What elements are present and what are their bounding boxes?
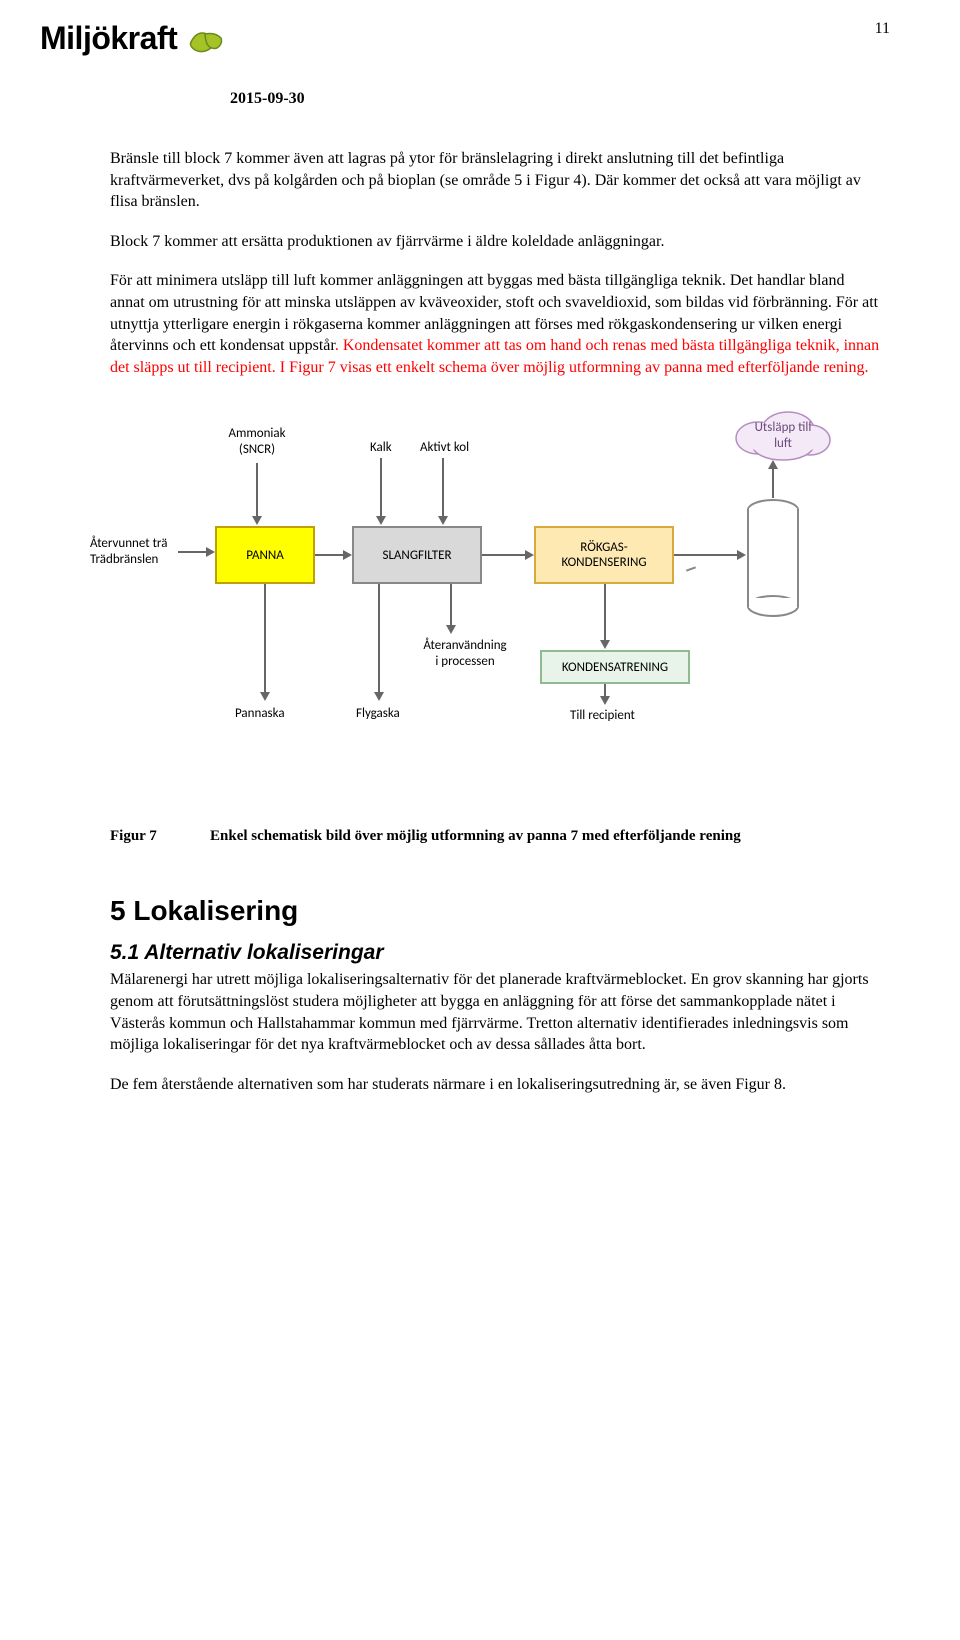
paragraph-4: Mälarenergi har utrett möjliga lokaliser… [110,969,880,1055]
body-text: Bränsle till block 7 kommer även att lag… [110,148,880,378]
logo: Miljökraft [40,20,225,57]
heading-5-1: 5.1 Alternativ lokaliseringar [110,941,880,965]
leaf-icon [185,24,225,54]
document-date: 2015-09-30 [230,90,880,108]
cloud-label: Utsläpp tillluft [748,420,818,451]
paragraph-2: Block 7 kommer att ersätta produktionen … [110,231,880,253]
tick-mark [686,567,696,572]
logo-text: Miljökraft [40,20,177,57]
heading-5: 5 Lokalisering [110,895,880,927]
page-number: 11 [875,20,890,38]
label-aktivt-kol: Aktivt kol [420,440,469,456]
caption-label: Figur 7 [110,828,210,845]
paragraph-1: Bränsle till block 7 kommer även att lag… [110,148,880,213]
label-till-recipient: Till recipient [570,708,635,724]
paragraph-5: De fem återstående alternativen som har … [110,1074,880,1096]
paragraph-3: För att minimera utsläpp till luft komme… [110,270,880,378]
label-ammoniak: Ammoniak (SNCR) [222,426,292,457]
label-atervunnet: Återvunnet trä [90,536,167,552]
label-kalk: Kalk [370,440,392,456]
box-panna: PANNA [215,526,315,584]
figure-caption: Figur 7 Enkel schematisk bild över möjli… [110,828,880,845]
label-flygaska: Flygaska [356,706,400,722]
box-slangfilter: SLANGFILTER [352,526,482,584]
box-rokgas: RÖKGAS-KONDENSERING [534,526,674,584]
box-kondensatrening: KONDENSATRENING [540,650,690,684]
label-tradbranslen: Trädbränslen [90,552,158,568]
label-pannaska: Pannaska [235,706,285,722]
caption-text: Enkel schematisk bild över möjlig utform… [210,828,741,845]
section-5-body: Mälarenergi har utrett möjliga lokaliser… [110,969,880,1095]
figure-7-diagram: Ammoniak (SNCR) Kalk Aktivt kol Återvunn… [110,408,880,788]
label-ateranvandning: Återanvändningi processen [410,638,520,669]
chimney-cylinder [746,498,800,618]
